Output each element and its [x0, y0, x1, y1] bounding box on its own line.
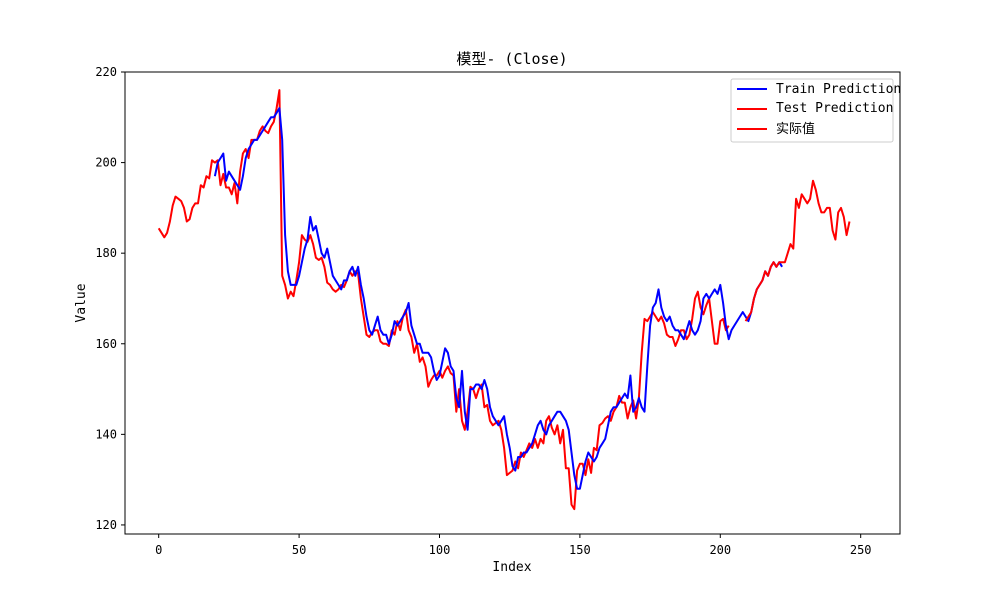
plot-frame: [124, 71, 901, 535]
x-tick-label: 250: [850, 543, 872, 557]
series-line-2: [157, 89, 730, 511]
x-axis-ticks: 0 50 100 150 200 250: [155, 534, 872, 557]
series-line-1: [744, 179, 851, 322]
legend: Train Prediction Test Prediction 实际值: [730, 78, 901, 143]
y-tick-label: 220: [95, 65, 117, 79]
legend-label-actual: 实际值: [776, 121, 815, 137]
x-tick-label: 200: [709, 543, 731, 557]
series-line-0: [213, 107, 783, 490]
legend-label-train: Train Prediction: [776, 82, 901, 97]
x-tick-label: 50: [292, 543, 306, 557]
y-axis-ticks: 120 140 160 180 200 220: [95, 65, 125, 532]
plot-area: 0 50 100 150 200 250 120 140 160 180 200 220: [95, 65, 901, 557]
y-tick-label: 160: [95, 337, 117, 351]
x-tick-label: 0: [155, 543, 162, 557]
legend-label-test: Test Prediction: [776, 101, 893, 116]
chart-title: 模型- (Close): [456, 50, 567, 68]
y-tick-label: 180: [95, 246, 117, 260]
legend-box: [730, 78, 894, 143]
y-axis-label: Value: [74, 283, 89, 322]
x-tick-label: 100: [429, 543, 451, 557]
y-tick-label: 200: [95, 156, 117, 170]
x-tick-label: 150: [569, 543, 591, 557]
x-axis-label: Index: [492, 560, 531, 575]
y-tick-label: 140: [95, 427, 117, 441]
y-tick-label: 120: [95, 518, 117, 532]
series-layer: [157, 89, 851, 511]
